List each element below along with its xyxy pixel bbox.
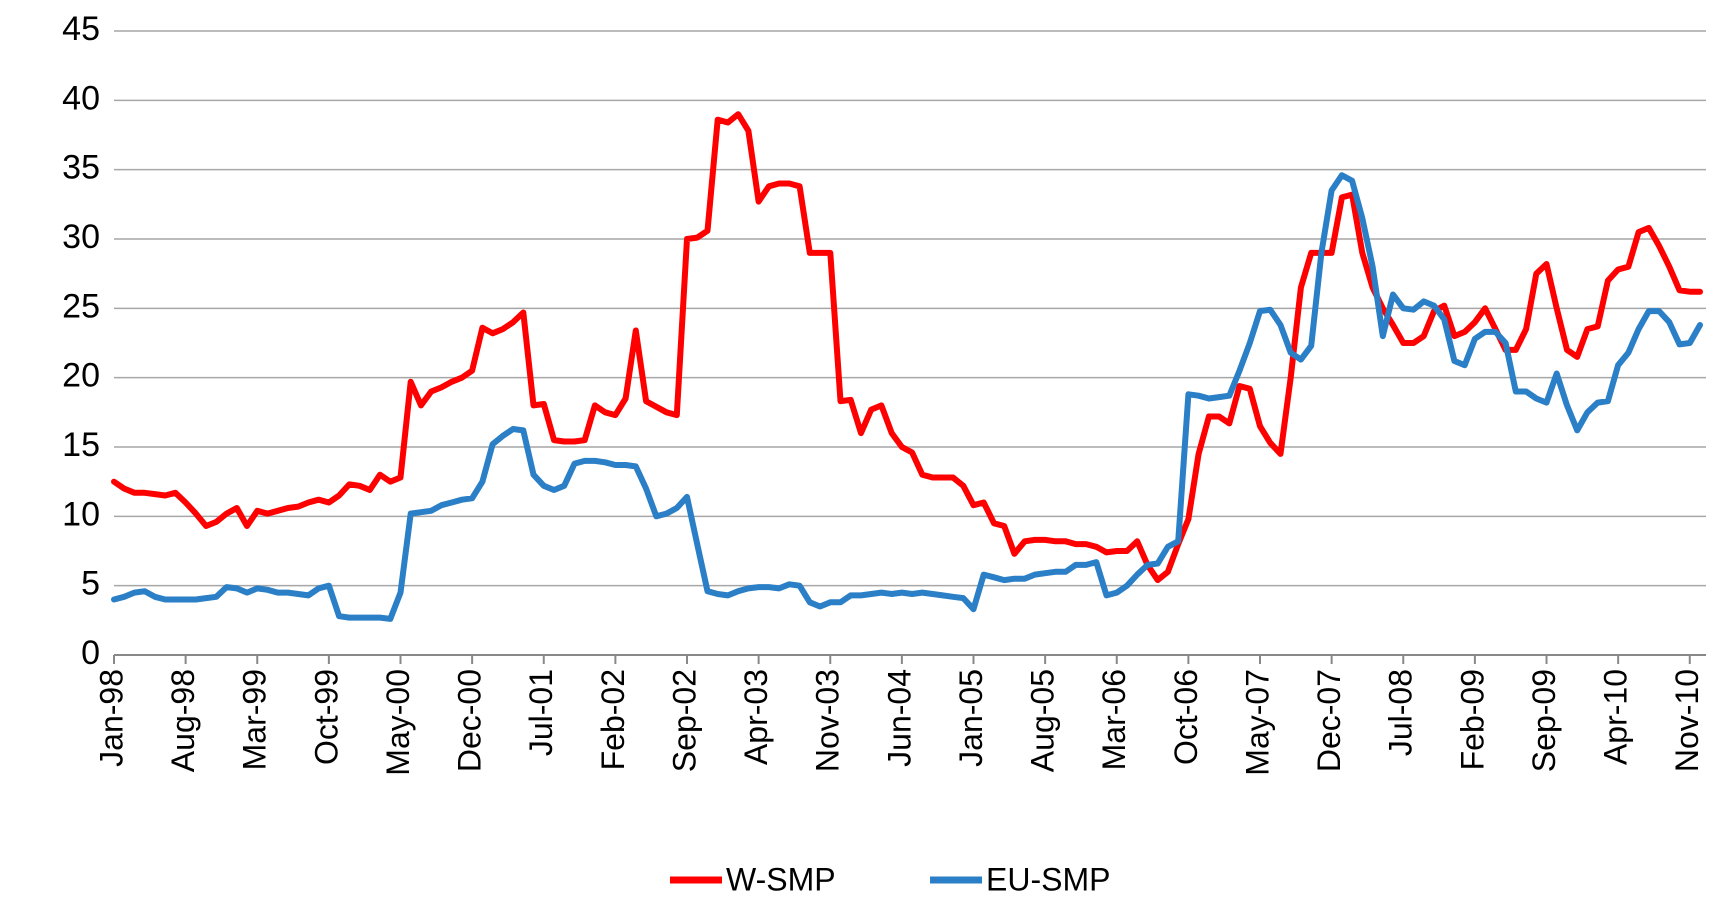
y-tick-label: 0 [81,634,100,672]
y-tick-label: 10 [62,495,100,533]
x-tick-label: Mar-99 [237,669,273,770]
y-tick-label: 30 [62,218,100,256]
x-tick-label: Jan-98 [93,669,129,767]
legend-label: W-SMP [726,861,836,897]
x-tick-label: Feb-09 [1454,669,1490,770]
series-line [111,111,1703,584]
x-tick-label: Dec-07 [1311,669,1347,772]
x-tick-label: Oct-99 [308,669,344,765]
x-tick-label: Aug-98 [165,669,201,772]
x-tick-label: Feb-02 [595,669,631,770]
y-tick-label: 40 [62,79,100,117]
x-tick-label: Sep-09 [1526,669,1562,772]
x-tick-label: May-00 [380,669,416,776]
x-tick-label: Jun-04 [881,669,917,767]
x-tick-label: Jan-05 [953,669,989,767]
x-tick-label: Mar-06 [1096,669,1132,770]
x-tick-label: May-07 [1239,669,1275,776]
legend-label: EU-SMP [986,861,1110,897]
series-line [111,172,1703,622]
y-tick-label: 20 [62,357,100,395]
y-tick-label: 5 [81,565,100,603]
y-tick-label: 35 [62,149,100,187]
x-tick-label: Jul-08 [1383,669,1419,756]
x-tick-label: Apr-10 [1598,669,1634,765]
x-tick-label: Jul-01 [523,669,559,756]
x-tick-label: Apr-03 [738,669,774,765]
x-tick-label: Oct-06 [1168,669,1204,765]
x-tick-label: Nov-10 [1669,669,1705,772]
x-tick-label: Aug-05 [1025,669,1061,772]
y-tick-label: 25 [62,287,100,325]
y-tick-label: 15 [62,426,100,464]
x-tick-label: Dec-00 [452,669,488,772]
y-tick-label: 45 [62,10,100,48]
x-tick-label: Sep-02 [666,669,702,772]
x-tick-label: Nov-03 [810,669,846,772]
